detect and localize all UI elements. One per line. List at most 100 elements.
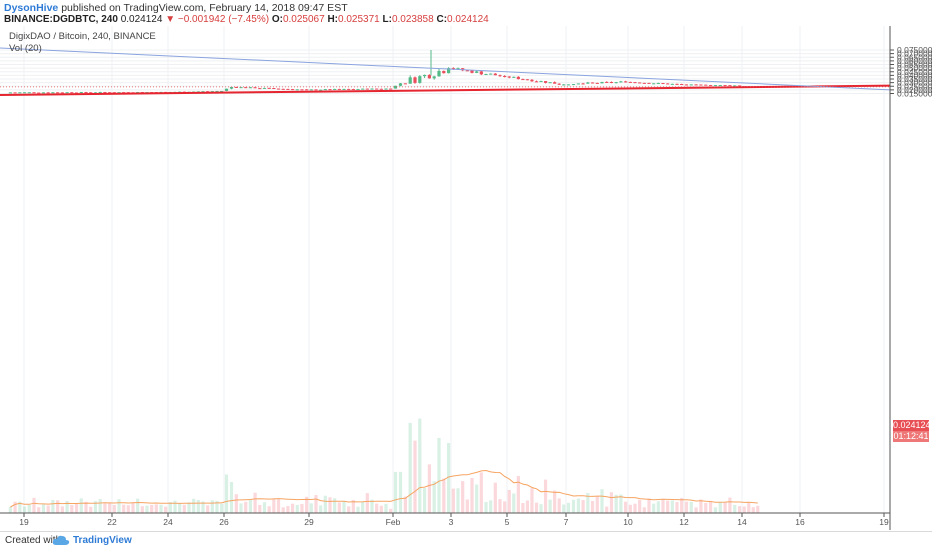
volume-bar (108, 502, 112, 513)
time-axis[interactable]: 19 22 24 26 29 Feb 3 5 7 10 12 14 16 19 (19, 513, 889, 527)
volume-bar (276, 499, 281, 513)
candle (89, 92, 93, 94)
candle-body (337, 88, 341, 90)
time-tick-label: 24 (163, 517, 173, 527)
candle (347, 88, 351, 90)
candle (619, 80, 623, 83)
volume-bar (661, 499, 665, 513)
candle-body (432, 76, 436, 79)
candle (375, 88, 379, 90)
candle-body (581, 83, 585, 85)
candle-body (93, 92, 98, 94)
volume-bar (413, 440, 417, 513)
candle-body (56, 92, 60, 94)
candle-body (74, 92, 79, 94)
price-axis[interactable]: 0.0750000.0700000.0650000.0600000.055000… (890, 45, 932, 99)
volume-bar (361, 501, 365, 513)
volume-bar (479, 472, 483, 513)
candle-body (723, 85, 727, 87)
volume-bar (79, 498, 83, 513)
candle (74, 92, 79, 94)
candle (571, 84, 576, 86)
volume-bar (103, 503, 107, 513)
price-chart[interactable]: 0.0750000.0700000.0650000.0600000.055000… (0, 26, 932, 530)
candle-body (447, 68, 451, 74)
volume-bar (27, 504, 31, 513)
candle (479, 70, 483, 76)
candle (493, 73, 497, 76)
volume-bar (41, 504, 46, 513)
candle (723, 85, 727, 87)
high-label: H: (327, 14, 339, 25)
publish-info: published on TradingView.com, February 1… (61, 2, 348, 14)
volume-bar (699, 499, 703, 513)
candle-body (525, 79, 530, 81)
candle (103, 91, 107, 93)
volume-bar (656, 501, 660, 513)
candle (543, 81, 548, 84)
volume-bar (398, 471, 403, 513)
candle-body (680, 84, 684, 86)
candle-body (347, 88, 351, 90)
volume-bar (756, 505, 760, 513)
candle (534, 80, 539, 83)
candle-body (258, 88, 262, 90)
candle (437, 68, 441, 77)
high-value: 0.025371 (338, 14, 380, 25)
candle (319, 89, 323, 91)
resistance-trendline[interactable] (0, 47, 891, 91)
candle-body (503, 75, 507, 77)
candle-body (51, 92, 55, 94)
volume-bar (117, 499, 121, 513)
candle-body (398, 83, 403, 86)
open-value: 0.025067 (282, 14, 325, 25)
volume-bar (484, 502, 488, 513)
candle-body (512, 76, 516, 78)
candle (557, 83, 561, 85)
volume-bar (470, 477, 474, 513)
candle-body (117, 92, 121, 94)
volume-bar (248, 499, 253, 513)
candle-body (319, 89, 323, 91)
price-tick-label: 0.025000 (897, 81, 932, 91)
volume-bar (234, 494, 238, 513)
candle (258, 87, 262, 90)
candle-body (571, 84, 576, 86)
candle (638, 82, 642, 84)
candle-body (60, 92, 64, 94)
candle-body (737, 85, 742, 87)
candle (79, 91, 83, 93)
candle (628, 81, 632, 83)
candle-body (427, 74, 431, 79)
author-name[interactable]: DysonHive (4, 2, 59, 14)
candle (498, 74, 502, 77)
candle-body (220, 90, 224, 92)
volume-bar (689, 501, 693, 513)
volume-bar (562, 504, 566, 513)
volume-bar (503, 501, 507, 513)
volume-bar (684, 501, 689, 513)
candle (525, 79, 530, 81)
candle-body (530, 79, 534, 82)
candle (694, 84, 698, 86)
volume-bar (566, 502, 571, 513)
time-tick-label: 5 (505, 517, 510, 527)
volume-bar (747, 503, 751, 513)
candle (84, 91, 88, 93)
candle (98, 91, 102, 93)
candle-body (309, 89, 313, 91)
price-tick-label: 0.075000 (897, 45, 932, 55)
volume-bar (281, 507, 285, 513)
volume-bar (704, 502, 708, 513)
volume-bar (70, 505, 74, 513)
candle-body (8, 92, 12, 94)
volume-bar (557, 498, 561, 513)
candle-body (351, 89, 355, 91)
candle-body (253, 87, 257, 89)
volume-ma-line (10, 469, 758, 508)
volume-bar (489, 500, 493, 513)
volume-bar (136, 498, 140, 513)
candle (379, 88, 383, 90)
tradingview-brand[interactable]: TradingView (73, 535, 132, 546)
volume-bar (628, 504, 632, 513)
